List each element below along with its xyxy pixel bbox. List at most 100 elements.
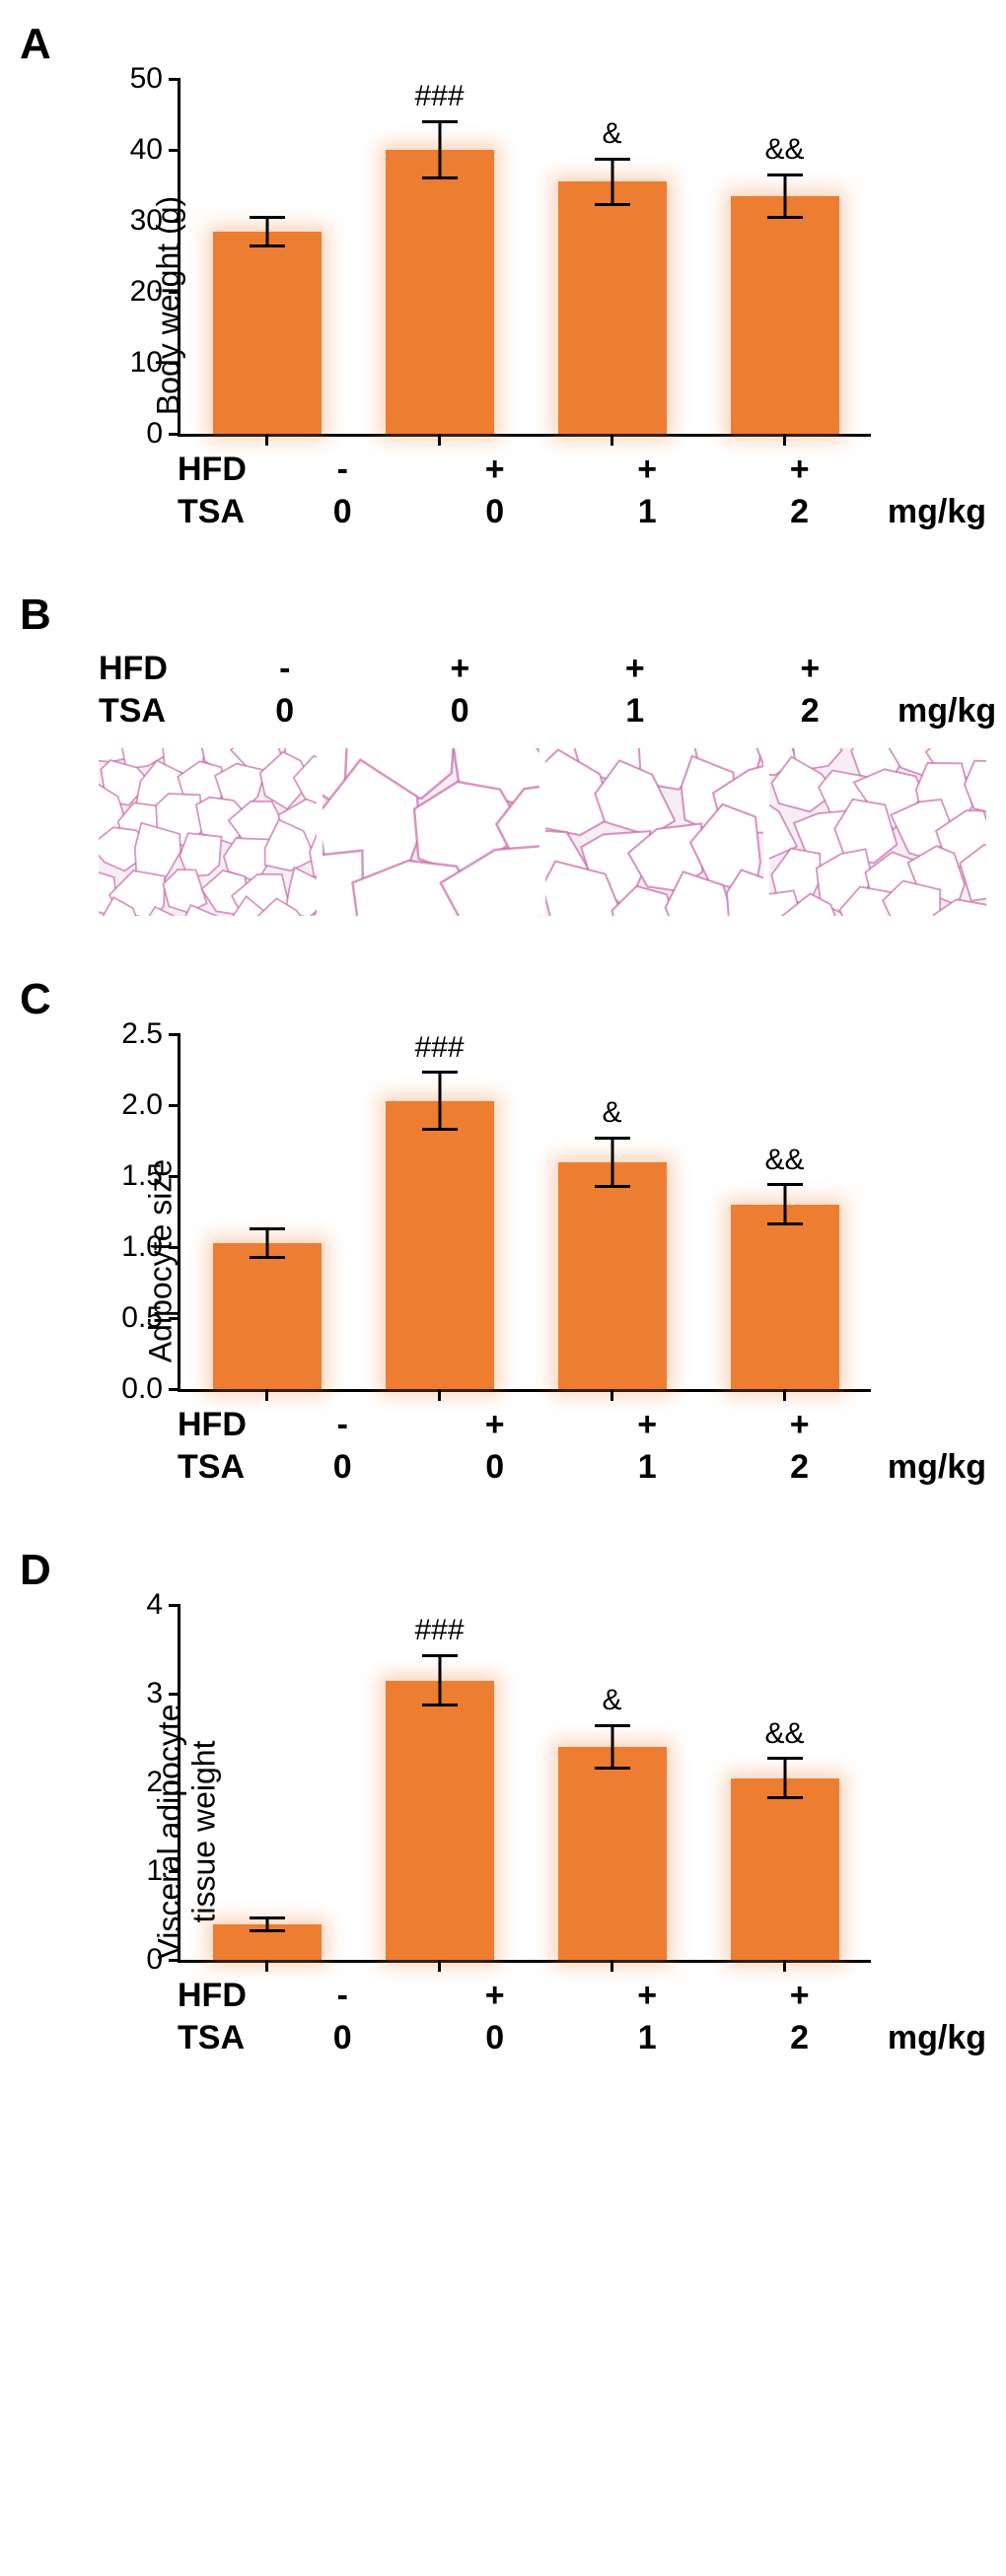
error-cap [767,1222,803,1225]
x-row1-vals-C: -+++ [266,1406,876,1444]
significance-marker: && [764,1717,804,1751]
error-cap [250,1256,285,1259]
y-tick-label: 1.5 [121,1159,180,1193]
x-value-hfd: + [436,1406,554,1444]
x-value-tsa: 1 [588,2019,706,2057]
chart-C: Adipocyte size ###&&& 0.00.51.01.52.02.5… [178,1034,986,1487]
error-cap [250,244,285,247]
error-cap [422,120,458,123]
bar-slot [208,79,326,434]
y-tick-label: 1 [146,1854,180,1888]
plot-area-D: ###&&& 01234 [178,1605,871,1963]
x-tick [611,434,613,446]
error-bar [438,1073,441,1130]
y-tick-label: 40 [130,133,180,167]
error-cap [250,1916,285,1919]
x-labels-C: HFD -+++ mg/kg TSA 0012 mg/kg [178,1406,986,1487]
y-tick-label: 20 [130,275,180,309]
error-cap [250,216,285,219]
x-tick [438,1389,441,1401]
bar [558,1162,667,1389]
chart-A: Body weight (g) ###&&& 01020304050 HFD -… [178,79,986,531]
x-value-hfd: + [588,1406,706,1444]
panelB-row1-vals: -+++ [197,650,898,688]
panelB-value-tsa: 1 [547,692,723,731]
x-tick [438,1960,441,1972]
x-value-tsa: 0 [283,2019,401,2057]
x-value-tsa: 2 [741,493,859,531]
significance-marker: && [764,1144,804,1177]
error-cap [767,174,803,176]
y-tick-label: 0 [146,1943,180,1977]
error-cap [422,1704,458,1706]
x-value-hfd: + [741,1977,859,2015]
bar-slot: && [726,1605,844,1960]
plot-area-A: ###&&& 01020304050 [178,79,871,437]
panel-D: D Visceral adipocyte tissue weight ###&&… [20,1546,986,2057]
bar [386,1101,494,1389]
error-bar [438,1655,441,1705]
x-tick [265,434,268,446]
bar-slot: ### [381,1034,499,1389]
panel-C: C Adipocyte size ###&&& 0.00.51.01.52.02… [20,975,986,1487]
error-cap [250,1227,285,1230]
panelB-value-hfd: - [197,650,373,688]
error-bar [611,1138,613,1186]
bars-D: ###&&& [180,1605,871,1960]
bar-slot: & [553,1605,672,1960]
bar [213,232,322,434]
x-tick [265,1960,268,1972]
x-value-hfd: - [283,1406,401,1444]
x-tick [611,1960,613,1972]
x-row1-label-D: HFD [178,1977,266,2015]
x-tick [783,434,786,446]
error-cap [767,1183,803,1186]
x-value-tsa: 2 [741,2019,859,2057]
panelB-value-hfd: + [547,650,723,688]
y-tick-label: 4 [146,1588,180,1622]
bar-slot: && [726,79,844,434]
error-cap [250,1929,285,1932]
x-row2-label-D: TSA [178,2019,266,2057]
error-bar [783,1759,786,1798]
error-cap [595,1724,630,1727]
x-value-tsa: 0 [436,493,554,531]
bar [213,1243,322,1389]
panelB-row2-vals: 0012 [197,692,898,731]
x-tick [783,1960,786,1972]
error-cap [595,1137,630,1140]
x-value-hfd: + [741,1406,859,1444]
panelB-row1-label: HFD [99,650,197,688]
x-unit-D: mg/kg [888,2019,986,2057]
significance-marker: ### [414,1031,464,1065]
x-row1-vals-D: -+++ [266,1977,876,2015]
histology-image [769,748,987,916]
histology-row [99,748,986,916]
bar [558,1747,667,1960]
x-value-hfd: + [436,451,554,489]
y-tick-label: 2.5 [121,1017,180,1051]
x-value-hfd: + [588,451,706,489]
bar-slot: && [726,1034,844,1389]
error-cap [595,1767,630,1770]
chart-D: Visceral adipocyte tissue weight ###&&& … [178,1605,986,2057]
x-row1-label-C: HFD [178,1406,266,1444]
bar-slot: ### [381,79,499,434]
error-bar [438,121,441,178]
x-value-tsa: 1 [588,493,706,531]
error-bar [265,1228,268,1257]
panelB-row2-label: TSA [99,692,197,731]
bar [731,1778,839,1961]
y-tick-label: 0.0 [121,1372,180,1406]
x-labels-A: HFD -+++ mg/kg TSA 0012 mg/kg [178,451,986,531]
plot-area-C: ###&&& 0.00.51.01.52.02.5 [178,1034,871,1392]
significance-marker: ### [414,80,464,113]
panelB-value-tsa: 0 [373,692,548,731]
bar [558,181,667,434]
x-tick [783,1389,786,1401]
error-cap [595,158,630,161]
error-cap [767,1757,803,1760]
bar-slot: & [553,1034,672,1389]
error-bar [783,174,786,217]
x-tick [611,1389,613,1401]
